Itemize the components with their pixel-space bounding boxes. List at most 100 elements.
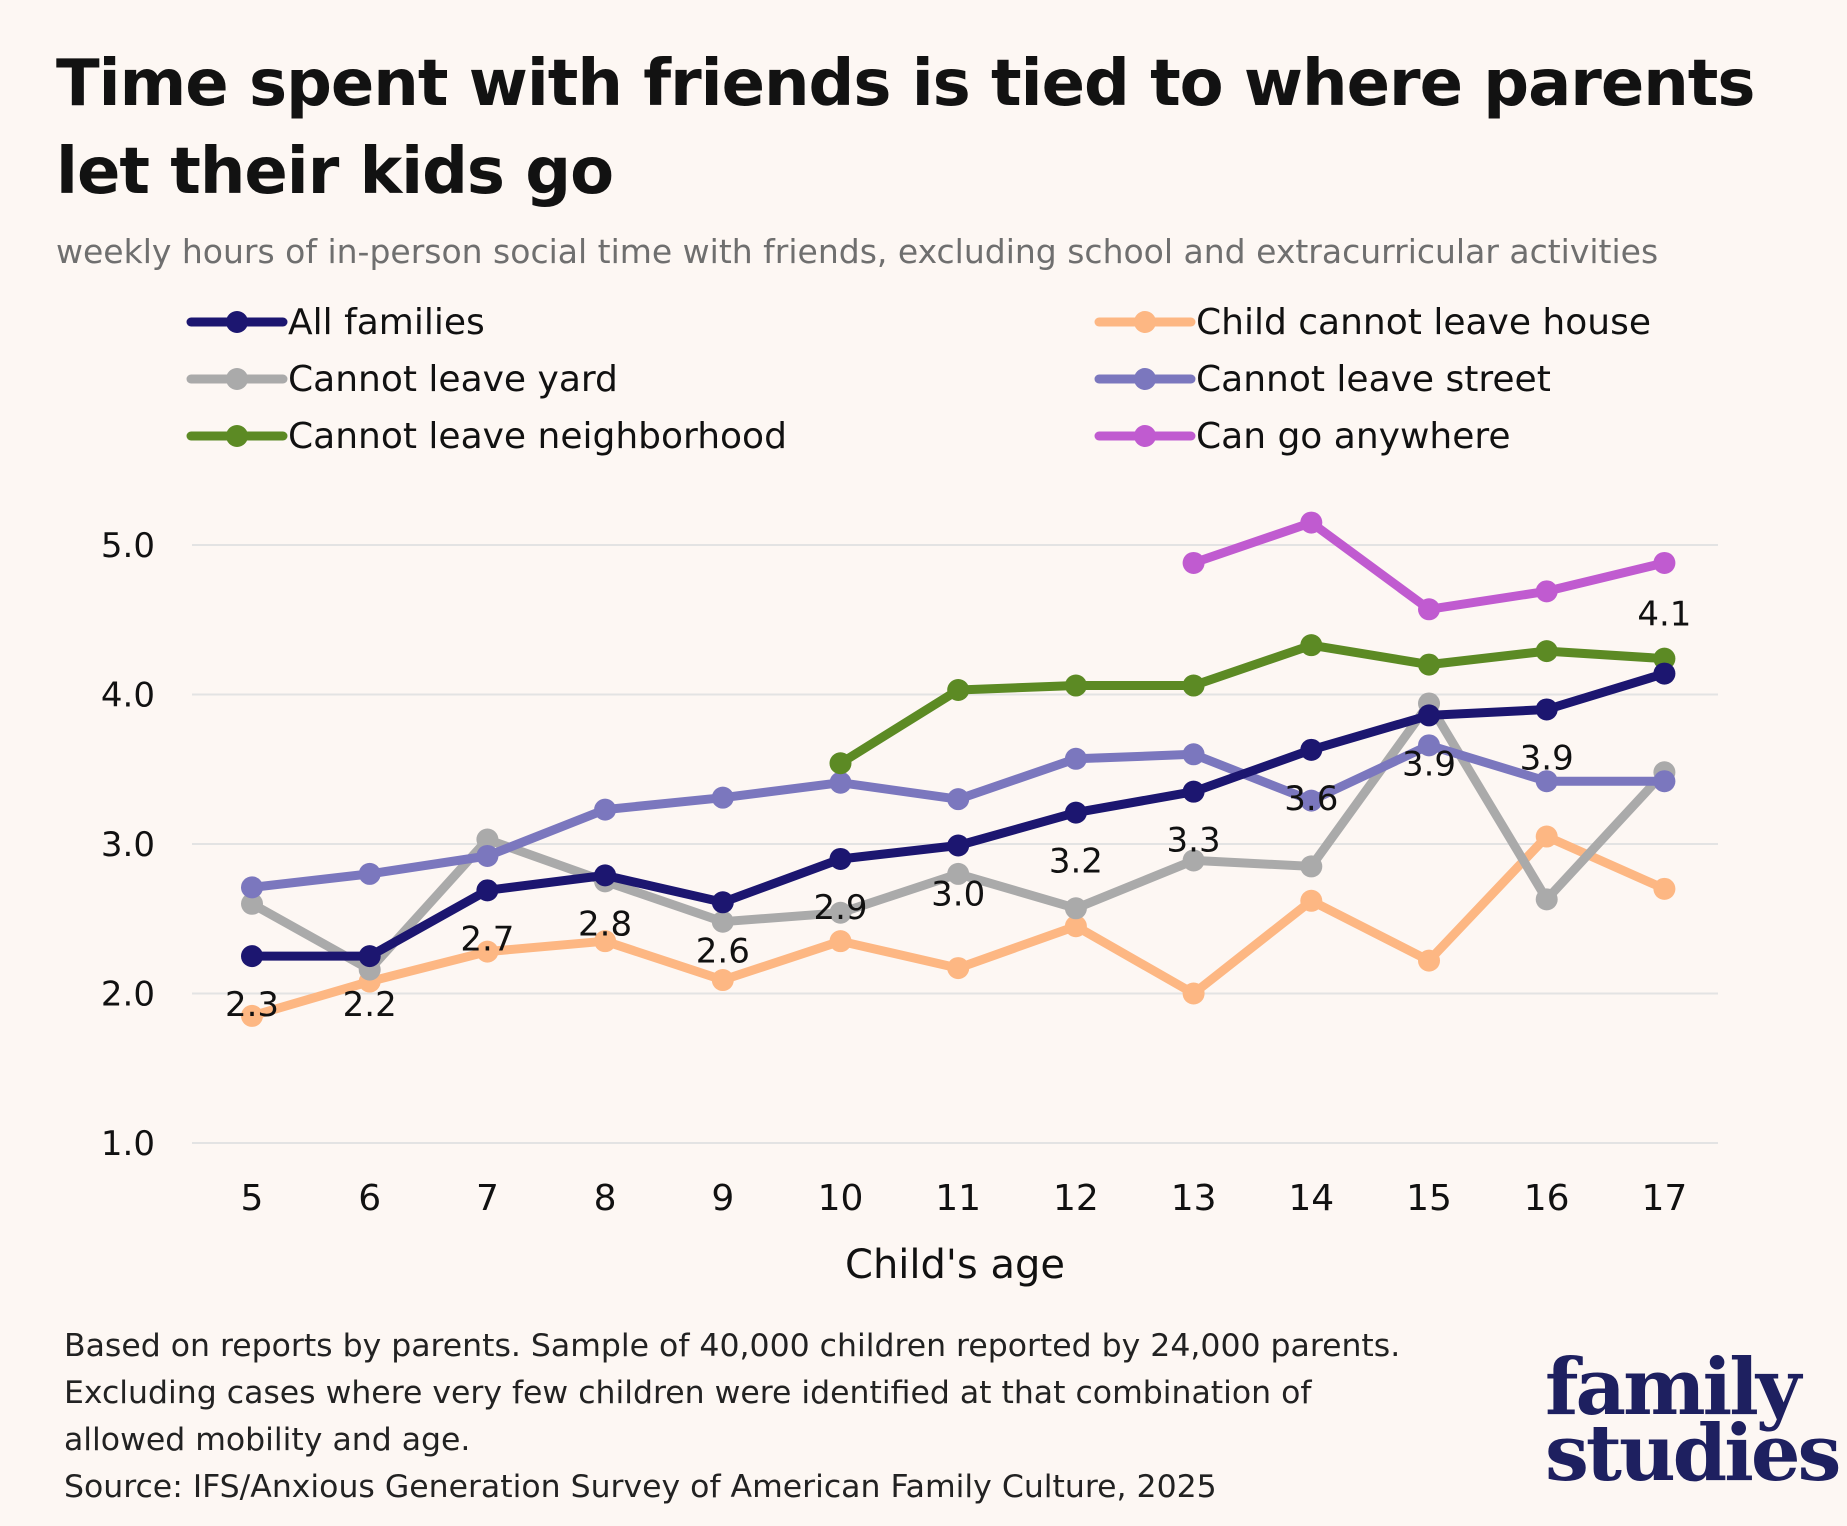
legend-swatch xyxy=(1094,368,1196,390)
data-label: 3.6 xyxy=(1284,779,1338,819)
data-point xyxy=(1535,770,1558,793)
footnote-source: Source: IFS/Anxious Generation Survey of… xyxy=(64,1469,1217,1505)
data-point xyxy=(1064,674,1087,697)
data-point xyxy=(1418,949,1440,972)
x-tick-label: 11 xyxy=(935,1178,981,1219)
data-point xyxy=(829,930,852,953)
data-point xyxy=(241,1004,263,1027)
data-point xyxy=(476,940,499,963)
data-label: 2.9 xyxy=(813,888,867,928)
data-point xyxy=(1182,849,1205,872)
data-label: 3.2 xyxy=(1049,842,1103,882)
data-point xyxy=(1418,734,1440,757)
data-point xyxy=(947,957,970,980)
data-point xyxy=(1535,825,1558,848)
y-tick-label: 4.0 xyxy=(101,676,155,716)
data-point xyxy=(594,930,617,953)
data-point xyxy=(1418,598,1440,621)
data-point xyxy=(829,752,852,775)
data-point xyxy=(1182,780,1205,803)
data-label: 2.3 xyxy=(225,985,279,1025)
x-tick-label: 17 xyxy=(1641,1178,1687,1219)
gridlines: 1.0 2.0 3.0 4.0 5.0 xyxy=(101,526,1718,1164)
legend-item-cannot-leave-yard: Cannot leave yard xyxy=(186,354,618,404)
legend-marker xyxy=(226,425,248,447)
legend-item-child-cannot-leave-house: Child cannot leave house xyxy=(1094,297,1651,347)
data-point xyxy=(947,862,970,885)
data-point xyxy=(947,834,970,857)
data-point xyxy=(1064,801,1087,824)
data-point xyxy=(1535,580,1558,603)
data-point xyxy=(1418,704,1440,727)
legend-label: All families xyxy=(288,301,485,343)
x-tick-label: 8 xyxy=(594,1178,617,1219)
data-point xyxy=(711,786,734,809)
data-label: 2.2 xyxy=(343,985,397,1025)
data-point xyxy=(1300,889,1323,912)
data-point xyxy=(711,891,734,914)
data-point xyxy=(1182,743,1205,766)
legend-item-cannot-leave-neighborhood: Cannot leave neighborhood xyxy=(186,411,787,461)
x-axis: 5 6 7 8 9 10 11 12 13 14 15 16 17 Child's age xyxy=(241,1178,1688,1288)
data-label: 2.6 xyxy=(696,931,750,971)
footnote-line: Excluding cases where very few children … xyxy=(64,1375,1312,1411)
data-point xyxy=(1300,634,1323,657)
legend-swatch xyxy=(1094,425,1196,447)
series-child-cannot-leave-house xyxy=(241,825,1676,1027)
x-tick-label: 13 xyxy=(1171,1178,1217,1219)
legend-marker xyxy=(226,311,248,333)
x-tick-label: 9 xyxy=(711,1178,734,1219)
data-point xyxy=(241,945,263,968)
data-point xyxy=(1300,511,1323,534)
x-tick-label: 5 xyxy=(241,1178,264,1219)
data-point xyxy=(1535,888,1558,911)
chart-legend: All families Child cannot leave house Cann… xyxy=(0,295,1847,465)
data-point xyxy=(829,771,852,794)
x-tick-label: 6 xyxy=(358,1178,381,1219)
x-tick-label: 10 xyxy=(818,1178,864,1219)
logo-line-1: family xyxy=(1545,1342,1801,1433)
y-tick-label: 5.0 xyxy=(101,526,155,566)
x-tick-label: 12 xyxy=(1053,1178,1099,1219)
legend-marker xyxy=(1134,368,1156,390)
y-tick-label: 1.0 xyxy=(101,1124,155,1164)
footnote-line: Based on reports by parents. Sample of 4… xyxy=(64,1328,1401,1364)
series-can-go-anywhere xyxy=(1182,511,1676,621)
data-point xyxy=(358,945,381,968)
data-label: 3.3 xyxy=(1167,821,1221,861)
data-point xyxy=(947,679,970,702)
series-cannot-leave-street xyxy=(241,734,1676,899)
data-point xyxy=(1535,640,1558,663)
chart-subtitle: weekly hours of in-person social time wi… xyxy=(56,232,1659,271)
footnote: Based on reports by parents. Sample of 4… xyxy=(64,1323,1504,1511)
data-point xyxy=(1064,897,1087,920)
legend-swatch xyxy=(186,368,288,390)
legend-label: Cannot leave street xyxy=(1196,358,1551,400)
legend-swatch xyxy=(1094,311,1196,333)
data-point xyxy=(829,901,852,924)
legend-swatch xyxy=(186,425,288,447)
legend-label: Cannot leave neighborhood xyxy=(288,415,787,457)
data-point xyxy=(1300,738,1323,761)
legend-item-all-families: All families xyxy=(186,297,485,347)
data-label: 4.1 xyxy=(1637,595,1691,635)
data-label: 3.9 xyxy=(1402,744,1456,784)
data-label: 2.8 xyxy=(578,904,632,944)
logo-line-2: studies xyxy=(1545,1408,1841,1499)
data-point xyxy=(1653,551,1676,574)
data-point xyxy=(1064,915,1087,938)
y-tick-label: 2.0 xyxy=(101,975,155,1015)
data-label: 3.0 xyxy=(931,874,985,914)
data-point xyxy=(711,910,734,933)
data-point xyxy=(1182,982,1205,1005)
legend-marker xyxy=(1134,425,1156,447)
data-label: 3.9 xyxy=(1520,738,1574,778)
x-axis-title: Child's age xyxy=(845,1242,1065,1288)
x-tick-label: 16 xyxy=(1524,1178,1570,1219)
data-point xyxy=(1182,674,1205,697)
data-point xyxy=(1535,698,1558,721)
data-labels: 2.3 2.2 2.7 2.8 2.6 2.9 3.0 3.2 3.3 3.6 3.9 3.9 4.1 xyxy=(225,595,1691,1026)
data-point xyxy=(358,862,381,885)
x-tick-label: 15 xyxy=(1406,1178,1452,1219)
data-point xyxy=(241,892,263,915)
